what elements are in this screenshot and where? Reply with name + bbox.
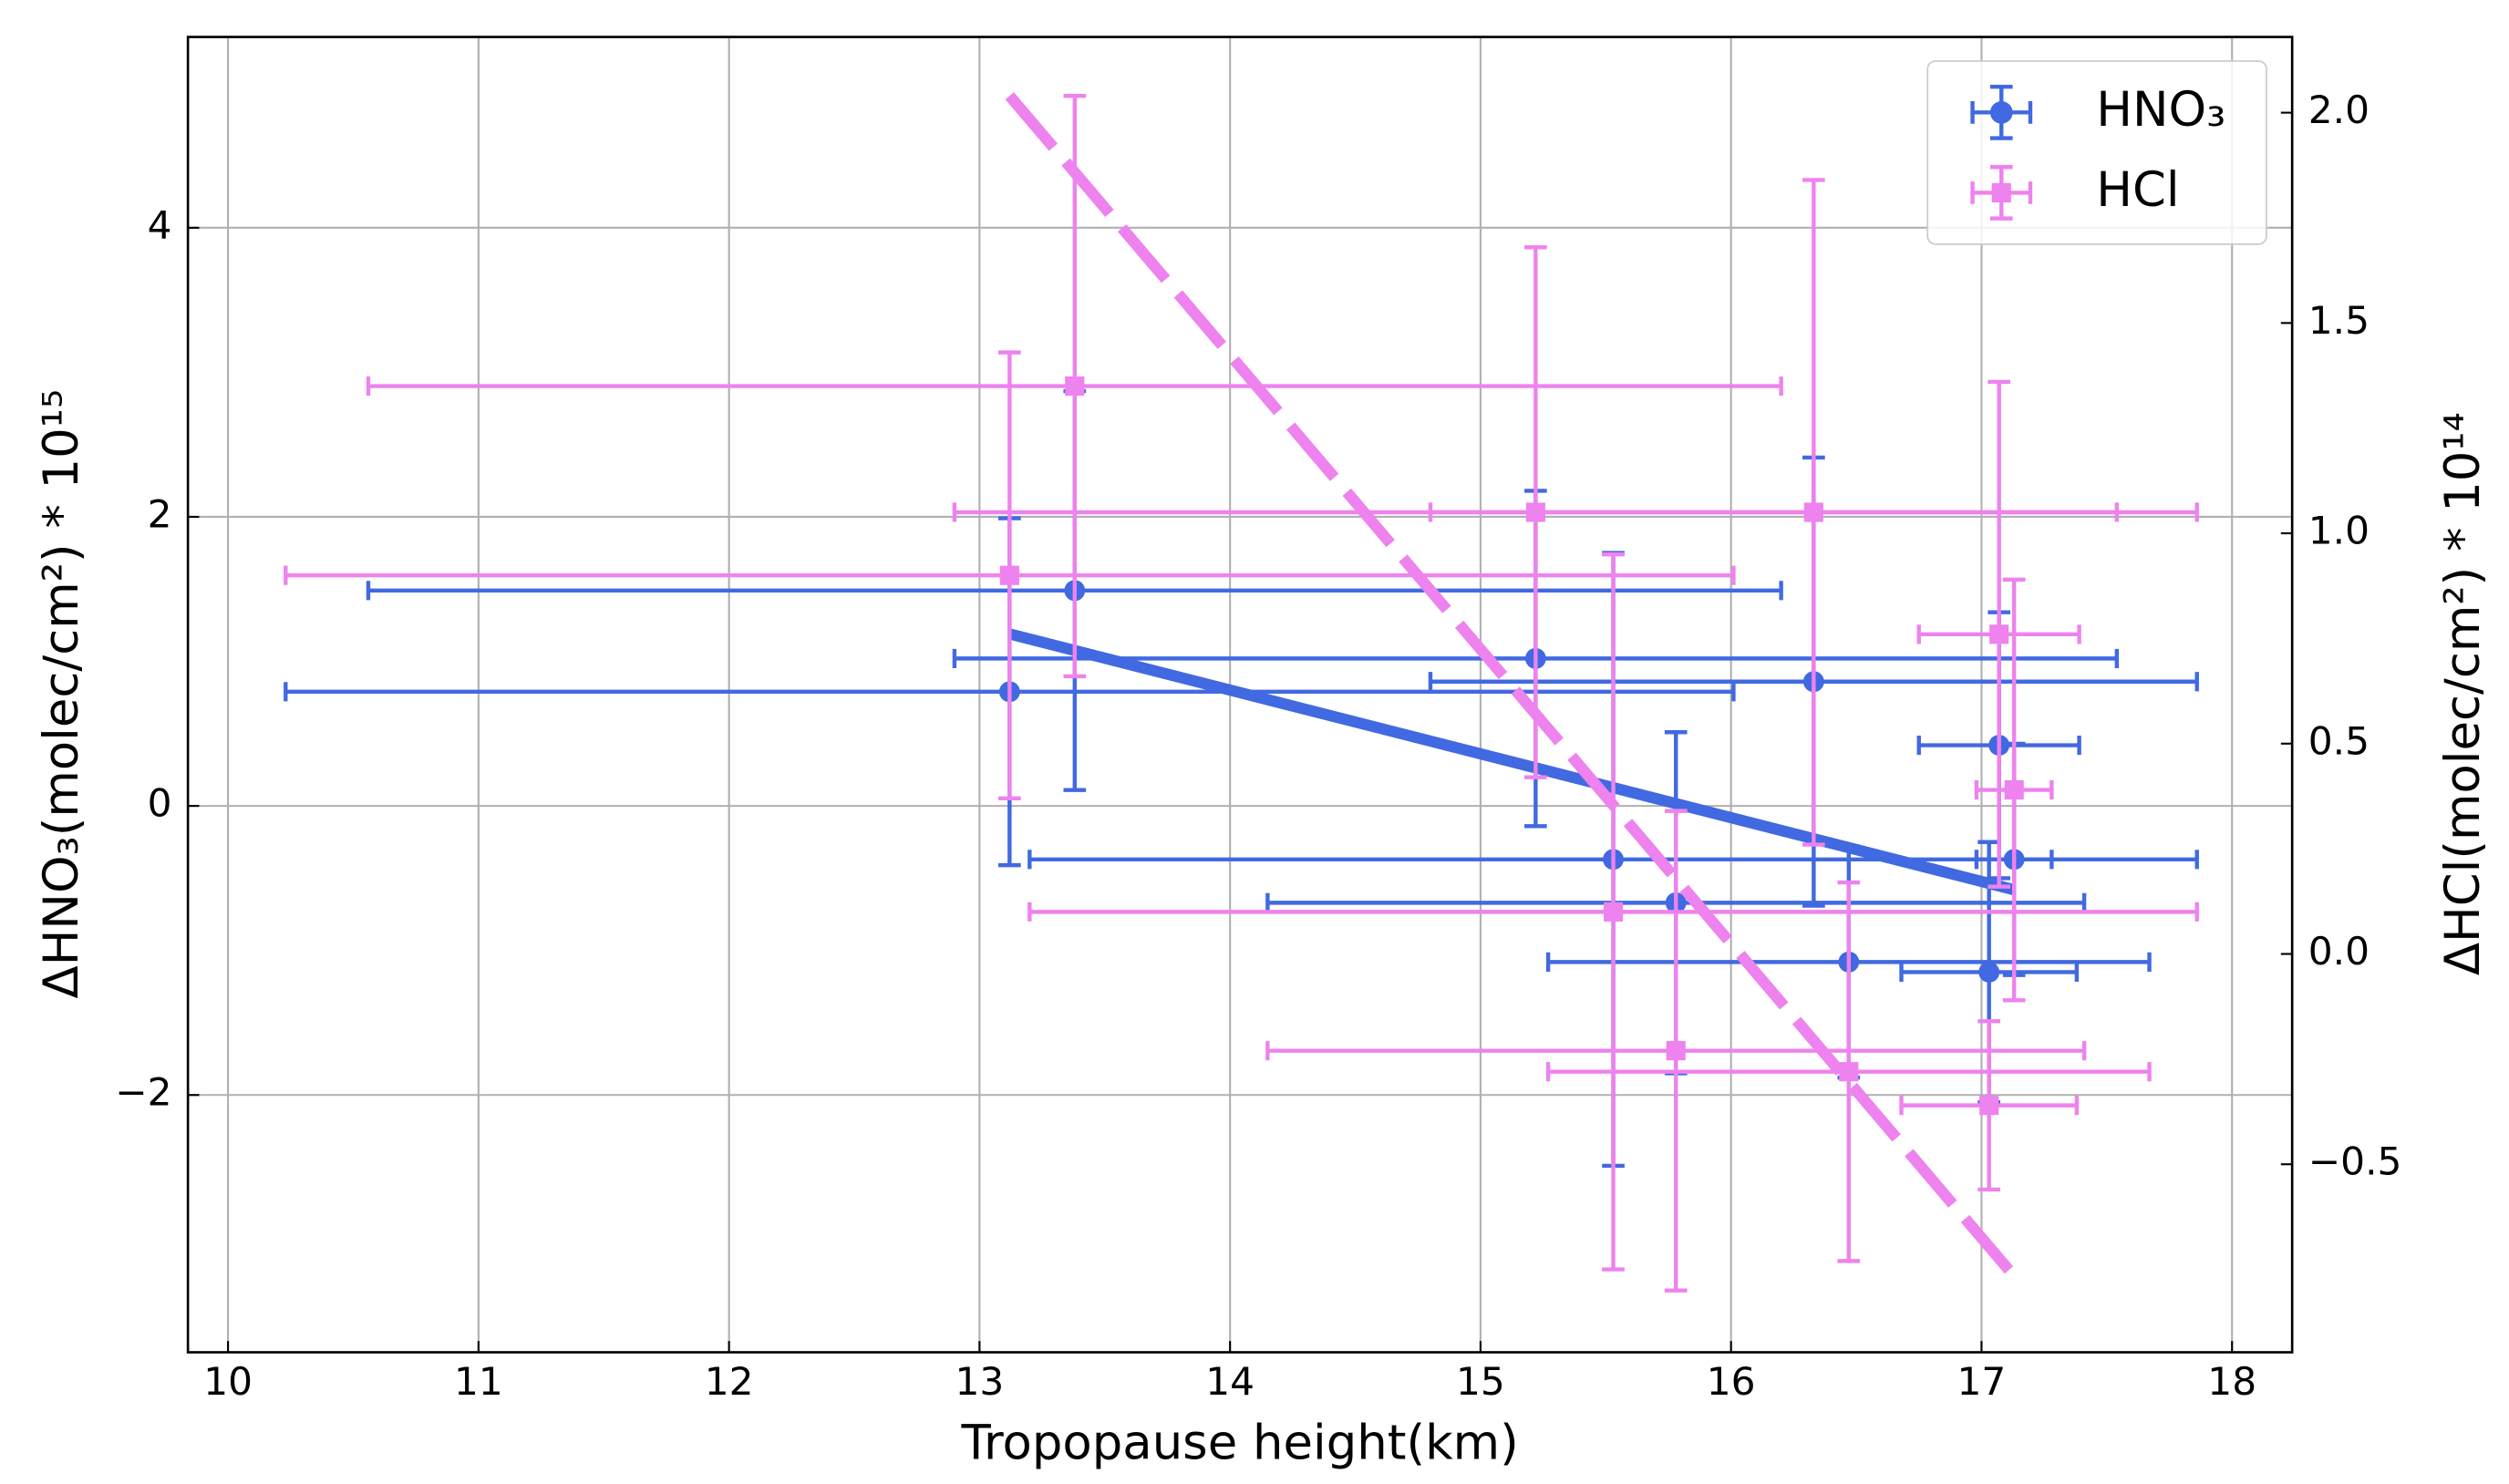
y2-tick-label: 0.0 [2308,929,2370,974]
y-tick-label: 4 [148,202,172,247]
y2-tick-label: 1.0 [2308,509,2370,553]
point [1839,1062,1859,1082]
point [1989,624,2009,644]
legend-label: HNO₃ [2096,82,2225,138]
x-tick-label: 12 [705,1359,754,1404]
x-tick-label: 16 [1707,1359,1756,1404]
point [1979,1096,1999,1116]
point [2004,779,2024,800]
y-tick-label: 0 [148,781,172,826]
legend-label: HCl [2096,162,2179,218]
point [999,565,1019,585]
fit-line [1007,628,2016,896]
y-tick-label: 2 [148,491,172,536]
y2-tick-label: 2.0 [2308,88,2370,132]
x-tick-label: 15 [1456,1359,1505,1404]
y2-tick-label: −0.5 [2308,1139,2402,1184]
fit-line [1005,92,2024,1286]
legend-marker [1989,101,2013,124]
x-tick-label: 17 [1957,1359,2007,1404]
y2-tick-label: 0.5 [2308,718,2370,763]
point [1666,1041,1686,1061]
y-tick-label: −2 [115,1070,171,1115]
point [1065,376,1085,397]
series [284,92,2199,1293]
point [1978,962,2000,983]
y-axis-label: ΔHNO₃(molec/cm²) * 10¹⁵ [34,389,89,999]
x-tick-label: 13 [955,1359,1004,1404]
x-tick-label: 11 [454,1359,503,1404]
x-tick-label: 14 [1205,1359,1254,1404]
y2-tick-label: 1.5 [2308,298,2370,343]
point [1603,902,1624,922]
legend-box [1926,60,2267,245]
x-axis-label: Tropopause height(km) [960,1415,1518,1470]
x-tick-label: 10 [203,1359,253,1404]
plot-frame [186,36,2294,1354]
legend-marker [1991,182,2011,203]
point [1803,502,1823,522]
x-tick-label: 18 [2207,1359,2256,1404]
y2-axis-label: ΔHCl(molec/cm²) * 10¹⁴ [2435,412,2491,975]
